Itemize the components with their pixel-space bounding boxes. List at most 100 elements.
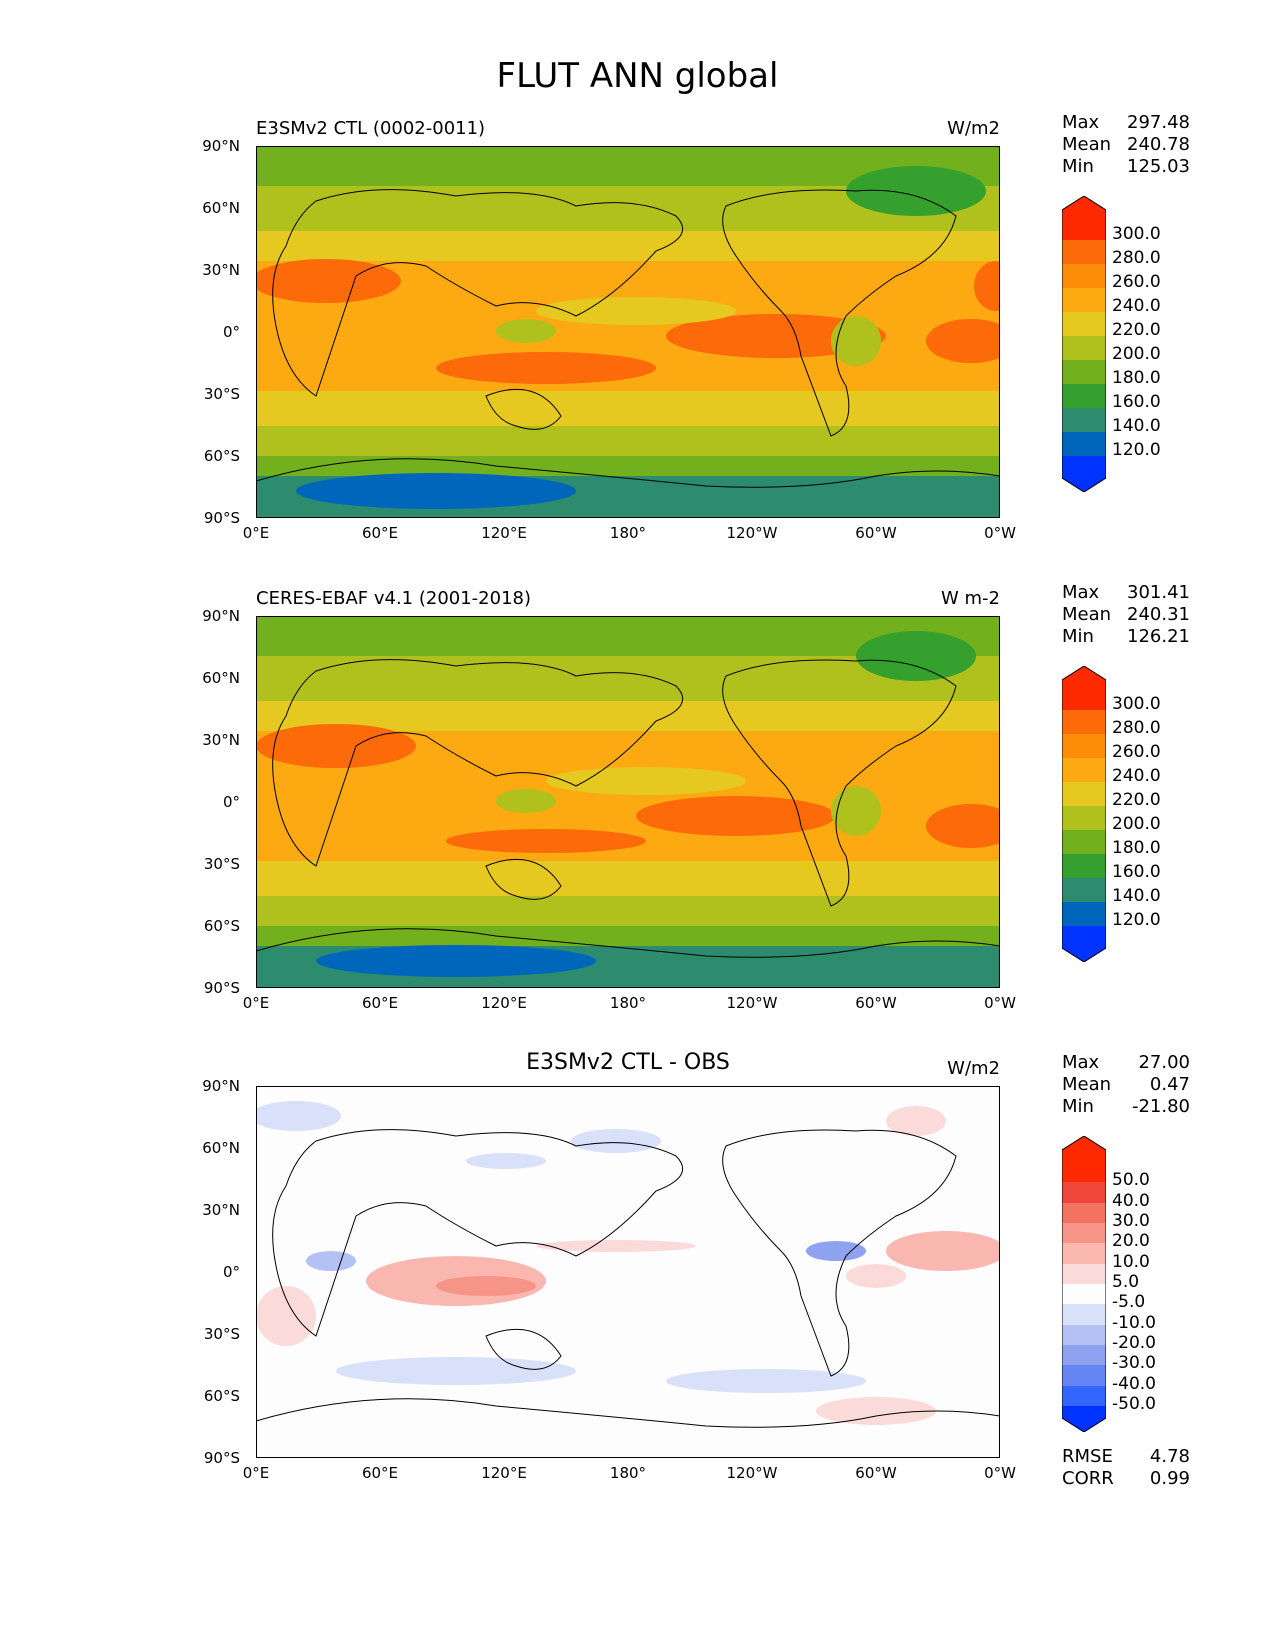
lon-tick: 120°W xyxy=(726,524,778,542)
lat-tick: 90°S xyxy=(203,979,240,997)
stat-label: Max xyxy=(1062,1052,1100,1073)
colorbar-label: 220.0 xyxy=(1112,790,1161,810)
colorbar-label: -20.0 xyxy=(1112,1333,1156,1353)
colorbar-label: 260.0 xyxy=(1112,272,1161,292)
colorbar-label: 240.0 xyxy=(1112,296,1161,316)
colorbar-label: -40.0 xyxy=(1112,1374,1156,1394)
lon-tick: 120°W xyxy=(726,1464,778,1482)
colorbar-label: 30.0 xyxy=(1112,1211,1150,1231)
error-stats: RMSE 4.78 CORR 0.99 xyxy=(1062,1446,1190,1490)
colorbar-label: 200.0 xyxy=(1112,814,1161,834)
map-field xyxy=(256,1086,1000,1458)
colorbar-label: -10.0 xyxy=(1112,1313,1156,1333)
lat-tick: 90°S xyxy=(203,1449,240,1467)
lat-tick: 90°N xyxy=(202,137,240,155)
lat-tick: 30°S xyxy=(203,1325,240,1343)
stat-label: Max xyxy=(1062,582,1100,603)
colorbar-label: 5.0 xyxy=(1112,1272,1140,1292)
lat-tick: 30°N xyxy=(202,261,240,279)
lat-tick: 30°N xyxy=(202,731,240,749)
lat-tick: 60°N xyxy=(202,669,240,687)
colorbar-label: 280.0 xyxy=(1112,248,1161,268)
colorbar-label: 300.0 xyxy=(1112,224,1161,244)
lat-tick: 90°N xyxy=(202,607,240,625)
panel-title: CERES-EBAF v4.1 (2001-2018) xyxy=(256,588,532,609)
lat-tick: 60°S xyxy=(203,1387,240,1405)
colorbar-label: 140.0 xyxy=(1112,416,1161,436)
panel-title: E3SMv2 CTL - OBS xyxy=(526,1050,730,1075)
stat-mean: 240.31 xyxy=(1127,604,1190,625)
lon-tick: 180° xyxy=(609,994,647,1012)
lat-tick: 90°N xyxy=(202,1077,240,1095)
map-plot xyxy=(256,616,1000,988)
stats-box: Max 27.00 Mean 0.47 Min -21.80 xyxy=(1062,1052,1190,1118)
panel-obs: CERES-EBAF v4.1 (2001-2018) W m-2 xyxy=(0,582,1275,1038)
rmse-value: 4.78 xyxy=(1149,1446,1190,1467)
map-plot xyxy=(256,1086,1000,1458)
lat-tick: 0° xyxy=(222,793,240,811)
lon-tick: 0°W xyxy=(984,994,1016,1012)
colorbar-label: 160.0 xyxy=(1112,392,1161,412)
colorbar-label: 160.0 xyxy=(1112,862,1161,882)
panel-units: W m-2 xyxy=(940,588,1000,609)
lon-tick: 120°E xyxy=(481,524,527,542)
lon-tick: 0°E xyxy=(242,994,270,1012)
lon-tick: 180° xyxy=(609,1464,647,1482)
colorbar xyxy=(1062,666,1106,962)
colorbar-label: 20.0 xyxy=(1112,1231,1150,1251)
stat-label: Max xyxy=(1062,112,1100,133)
lat-tick: 60°N xyxy=(202,199,240,217)
colorbar-label: 220.0 xyxy=(1112,320,1161,340)
stat-max: 27.00 xyxy=(1138,1052,1190,1073)
stat-min: 126.21 xyxy=(1127,626,1190,647)
colorbar-label: 180.0 xyxy=(1112,838,1161,858)
lon-tick: 60°W xyxy=(855,994,897,1012)
lat-tick: 0° xyxy=(222,323,240,341)
lon-tick: 0°E xyxy=(242,524,270,542)
lon-tick: 120°E xyxy=(481,994,527,1012)
colorbar-label: 280.0 xyxy=(1112,718,1161,738)
map-field xyxy=(256,616,1000,988)
lon-tick: 0°W xyxy=(984,1464,1016,1482)
colorbar-label: 10.0 xyxy=(1112,1252,1150,1272)
stat-mean: 240.78 xyxy=(1127,134,1190,155)
lon-tick: 120°E xyxy=(481,1464,527,1482)
colorbar-label: -50.0 xyxy=(1112,1394,1156,1414)
colorbar-label: 120.0 xyxy=(1112,910,1161,930)
panel-units: W/m2 xyxy=(947,118,1000,139)
colorbar-label: -30.0 xyxy=(1112,1353,1156,1373)
colorbar-label: 260.0 xyxy=(1112,742,1161,762)
colorbar-label: 40.0 xyxy=(1112,1191,1150,1211)
stat-label: Min xyxy=(1062,156,1094,177)
lon-tick: 60°E xyxy=(361,994,399,1012)
stat-label: Mean xyxy=(1062,604,1112,625)
lat-tick: 60°N xyxy=(202,1139,240,1157)
stat-label: Min xyxy=(1062,626,1094,647)
lat-tick: 60°S xyxy=(203,447,240,465)
colorbar-label: -5.0 xyxy=(1112,1292,1146,1312)
lon-tick: 60°E xyxy=(361,524,399,542)
map-plot xyxy=(256,146,1000,518)
colorbar-label: 200.0 xyxy=(1112,344,1161,364)
colorbar-label: 240.0 xyxy=(1112,766,1161,786)
stat-max: 301.41 xyxy=(1127,582,1190,603)
colorbar xyxy=(1062,196,1106,492)
colorbar xyxy=(1062,1136,1106,1432)
lat-tick: 60°S xyxy=(203,917,240,935)
colorbar-label: 120.0 xyxy=(1112,440,1161,460)
lat-tick: 30°S xyxy=(203,385,240,403)
colorbar-label: 180.0 xyxy=(1112,368,1161,388)
map-field xyxy=(256,146,1000,518)
lat-tick: 90°S xyxy=(203,509,240,527)
stat-min: -21.80 xyxy=(1131,1096,1190,1117)
colorbar-label: 50.0 xyxy=(1112,1170,1150,1190)
lon-tick: 60°W xyxy=(855,524,897,542)
panel-units: W/m2 xyxy=(947,1058,1000,1079)
lat-tick: 30°S xyxy=(203,855,240,873)
stat-min: 125.03 xyxy=(1127,156,1190,177)
panel-difference: E3SMv2 CTL - OBS W/m2 90°N 60°N xyxy=(0,1050,1275,1508)
stat-label: Min xyxy=(1062,1096,1094,1117)
lon-tick: 180° xyxy=(609,524,647,542)
lon-tick: 0°E xyxy=(242,1464,270,1482)
panel-title: E3SMv2 CTL (0002-0011) xyxy=(256,118,486,139)
